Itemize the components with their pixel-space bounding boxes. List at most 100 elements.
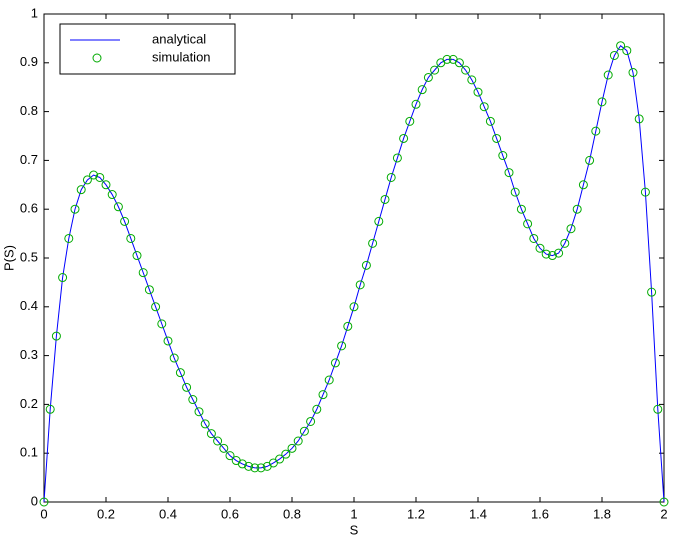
- simulation-point: [516, 204, 526, 214]
- x-tick-label: 1: [350, 506, 357, 521]
- simulation-point: [640, 187, 650, 197]
- simulation-point: [541, 249, 551, 259]
- y-tick-label: 0.4: [20, 298, 38, 313]
- simulation-point: [547, 251, 557, 261]
- simulation-point: [157, 319, 167, 329]
- x-tick-label: 0.4: [159, 506, 177, 521]
- simulation-point: [504, 168, 514, 178]
- simulation-point: [585, 155, 595, 165]
- simulation-point: [324, 375, 334, 385]
- simulation-point: [535, 243, 545, 253]
- simulation-point: [430, 65, 440, 75]
- simulation-point: [39, 497, 49, 507]
- x-tick-label: 1.6: [531, 506, 549, 521]
- simulation-point: [330, 358, 340, 368]
- simulation-point: [306, 416, 316, 426]
- simulation-point: [454, 58, 464, 68]
- simulation-point: [597, 97, 607, 107]
- simulation-point: [349, 302, 359, 312]
- simulation-point: [138, 268, 148, 278]
- simulation-point: [479, 102, 489, 112]
- y-tick-label: 0.6: [20, 201, 38, 216]
- simulation-point: [529, 233, 539, 243]
- legend-box: [59, 23, 236, 75]
- simulation-point: [58, 273, 68, 283]
- y-tick-label: 1: [31, 5, 38, 20]
- simulation-point: [591, 126, 601, 136]
- x-axis-label: S: [350, 522, 359, 537]
- simulation-point: [132, 251, 142, 261]
- simulation-point: [560, 238, 570, 248]
- simulation-point: [423, 72, 433, 82]
- simulation-point: [634, 114, 644, 124]
- simulation-point: [523, 219, 533, 229]
- simulation-point: [318, 390, 328, 400]
- simulation-point: [51, 331, 61, 341]
- legend-label: simulation: [152, 49, 211, 64]
- simulation-point: [206, 429, 216, 439]
- simulation-point: [368, 238, 378, 248]
- simulation-point: [386, 172, 396, 182]
- x-tick-label: 0.6: [221, 506, 239, 521]
- simulation-point: [82, 175, 92, 185]
- simulation-point: [653, 404, 663, 414]
- simulation-point: [417, 85, 427, 95]
- simulation-point: [89, 170, 99, 180]
- simulation-point: [603, 70, 613, 80]
- simulation-point: [399, 133, 409, 143]
- simulation-point: [45, 404, 55, 414]
- y-tick-label: 0.9: [20, 54, 38, 69]
- simulation-point: [442, 54, 452, 64]
- simulation-point: [126, 233, 136, 243]
- simulation-point: [473, 87, 483, 97]
- simulation-point: [374, 216, 384, 226]
- simulation-point: [64, 233, 74, 243]
- simulation-point: [250, 463, 260, 473]
- legend-label: analytical: [152, 31, 206, 46]
- y-tick-label: 0.3: [20, 347, 38, 362]
- simulation-point: [361, 260, 371, 270]
- simulation-point: [659, 497, 669, 507]
- simulation-point: [343, 321, 353, 331]
- simulation-point: [169, 353, 179, 363]
- x-tick-label: 0.8: [283, 506, 301, 521]
- simulation-point: [70, 204, 80, 214]
- x-tick-label: 0: [40, 506, 47, 521]
- y-tick-label: 0.7: [20, 152, 38, 167]
- simulation-point: [200, 419, 210, 429]
- simulation-point: [355, 280, 365, 290]
- simulation-point: [151, 302, 161, 312]
- x-tick-label: 1.2: [407, 506, 425, 521]
- simulation-point: [281, 449, 291, 459]
- y-tick-label: 0.1: [20, 445, 38, 460]
- simulation-point: [287, 443, 297, 453]
- simulation-point: [163, 336, 173, 346]
- simulation-point: [572, 204, 582, 214]
- simulation-point: [337, 341, 347, 351]
- y-tick-label: 0.5: [20, 249, 38, 264]
- simulation-point: [225, 451, 235, 461]
- y-axis-label: P(S): [1, 245, 16, 271]
- x-tick-label: 1.8: [593, 506, 611, 521]
- simulation-point: [188, 395, 198, 405]
- y-tick-label: 0.8: [20, 103, 38, 118]
- x-tick-label: 0.2: [97, 506, 115, 521]
- simulation-point: [312, 404, 322, 414]
- simulation-point: [101, 180, 111, 190]
- simulation-point: [182, 382, 192, 392]
- simulation-point: [293, 436, 303, 446]
- simulation-point: [492, 133, 502, 143]
- simulation-point: [299, 426, 309, 436]
- simulation-point: [244, 461, 254, 471]
- simulation-point: [392, 153, 402, 163]
- simulation-point: [622, 46, 632, 56]
- simulation-point: [256, 463, 266, 473]
- x-tick-label: 1.4: [469, 506, 487, 521]
- simulation-point: [76, 185, 86, 195]
- legend-marker: [92, 53, 102, 63]
- y-tick-label: 0: [31, 493, 38, 508]
- simulation-point: [95, 172, 105, 182]
- simulation-point: [609, 50, 619, 60]
- simulation-point: [485, 116, 495, 126]
